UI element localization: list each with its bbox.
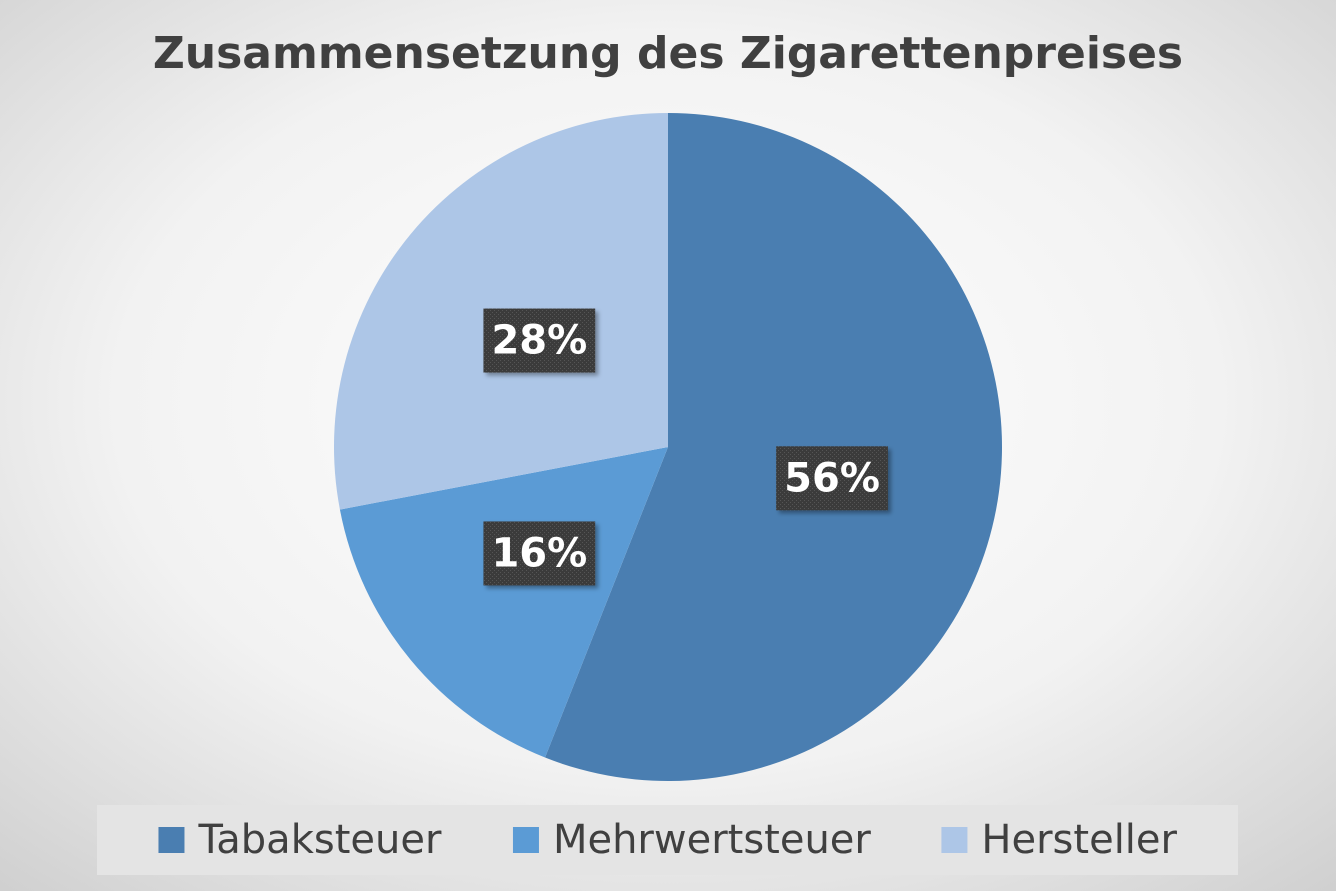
legend-label: Mehrwertsteuer [553,817,871,863]
data-label: 16% [491,530,587,576]
chart-title: Zusammensetzung des Zigarettenpreises [153,28,1183,79]
data-label-box [776,446,888,511]
legend-label: Tabaksteuer [197,817,441,863]
legend-swatch [941,827,968,853]
legend-swatch [158,827,185,853]
data-label: 28% [491,318,587,364]
pie-slice [545,113,1002,781]
data-label-box [483,308,596,373]
data-label: 56% [784,455,880,501]
legend-label: Hersteller [981,817,1177,863]
legend-swatch [512,827,539,853]
legend-box [97,805,1238,875]
data-label-box [483,521,596,586]
